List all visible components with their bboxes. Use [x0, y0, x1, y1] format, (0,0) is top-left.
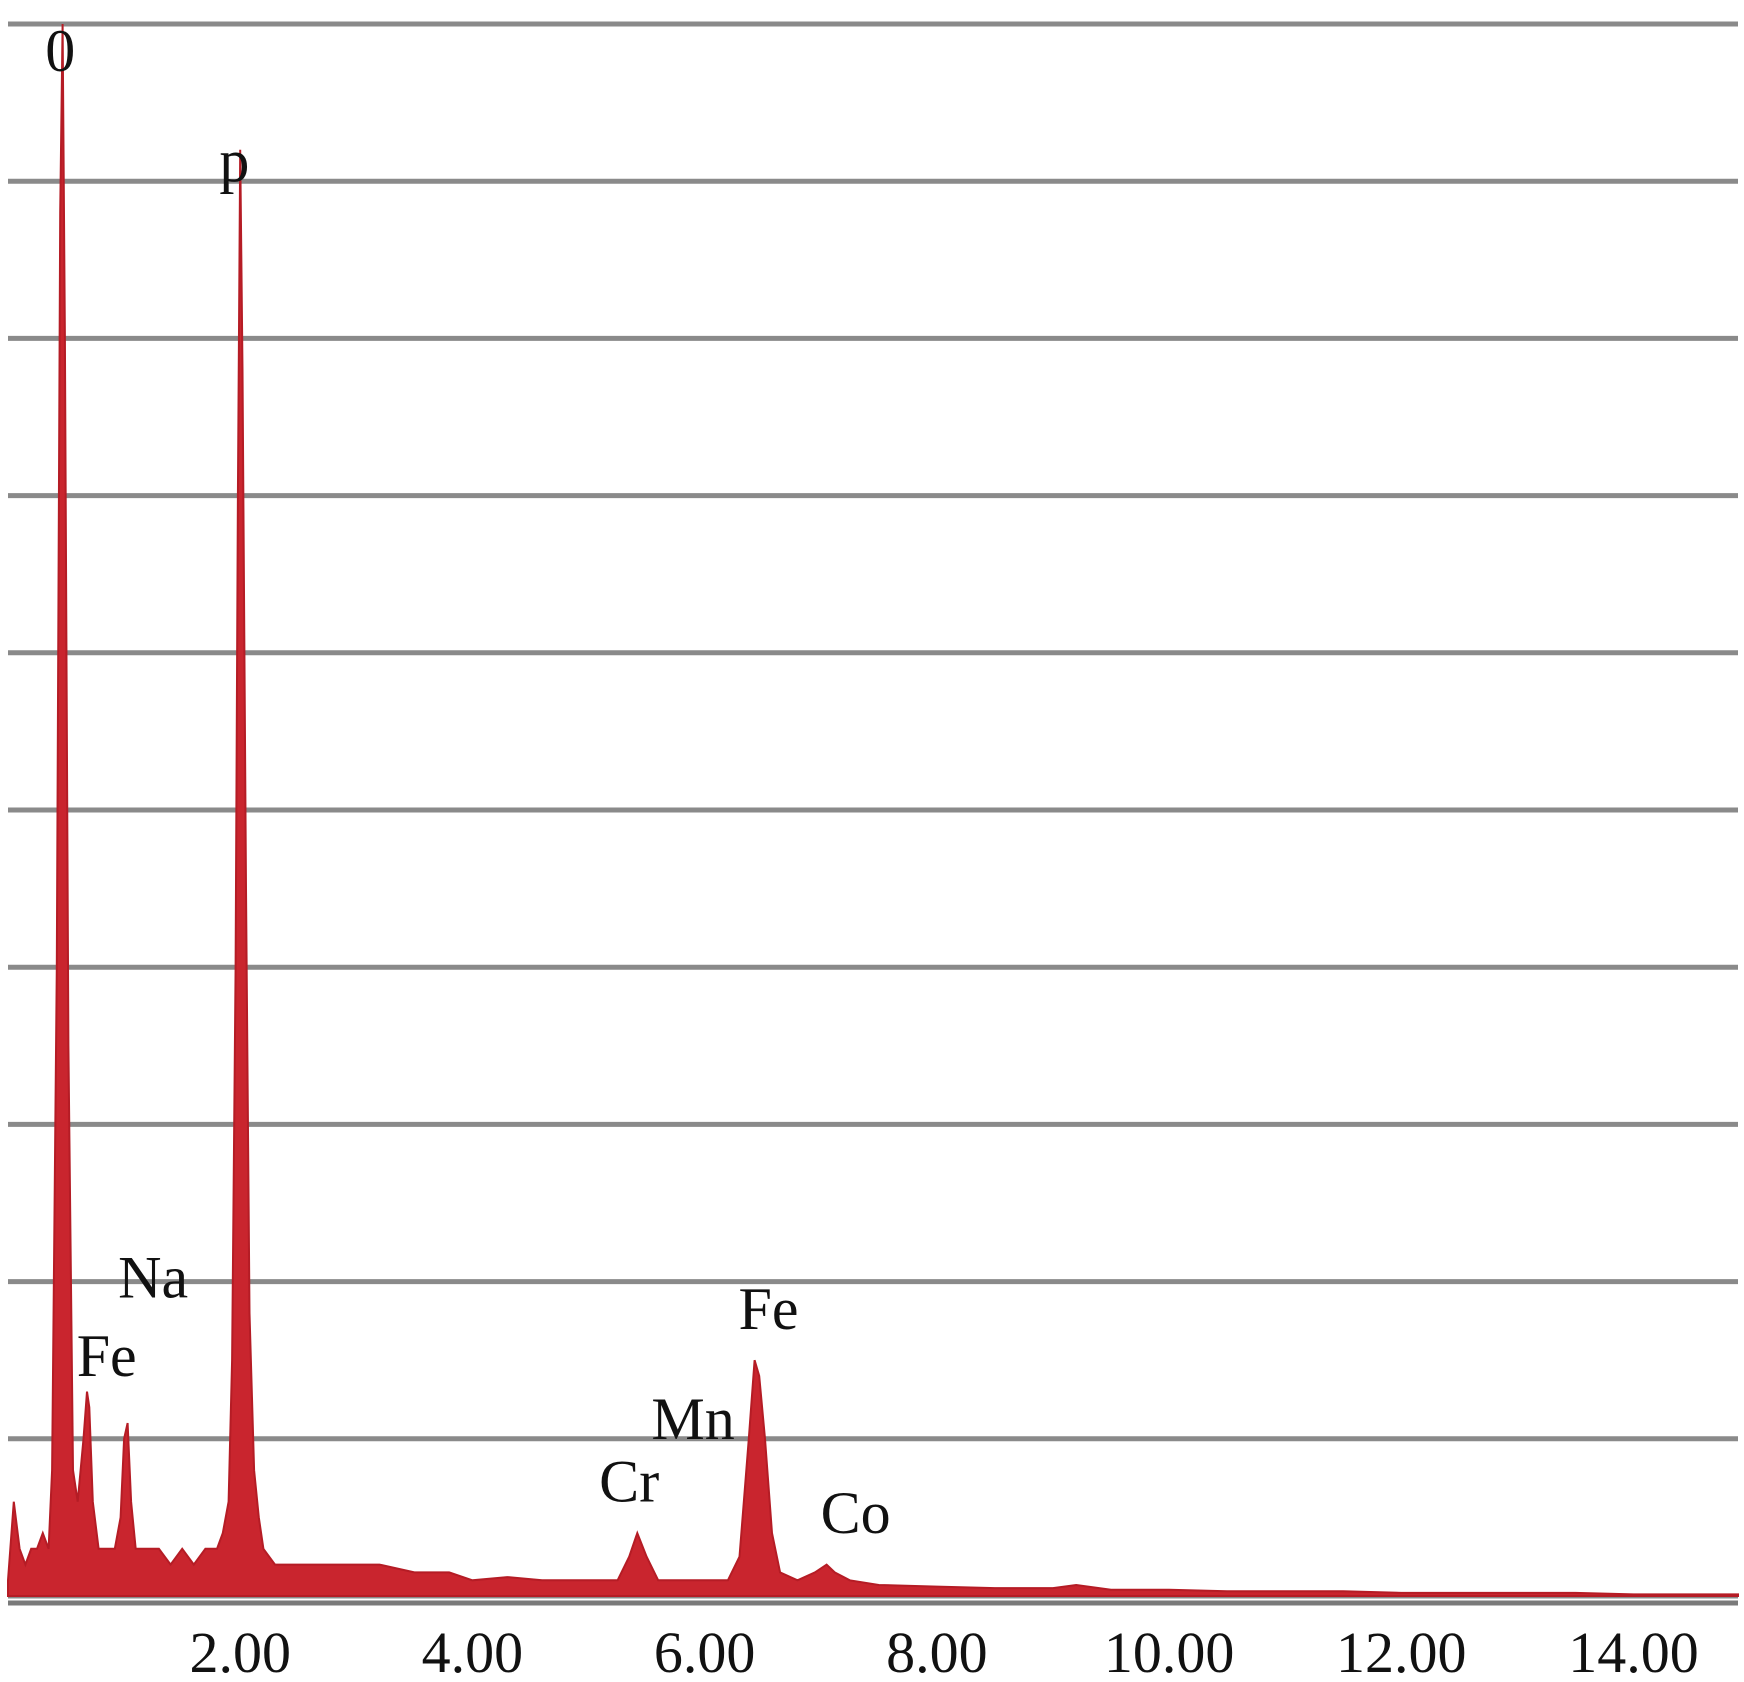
x-tick-label: 4.00 — [422, 1620, 524, 1682]
peak-label: Fe — [739, 1276, 799, 1342]
peak-label: Mn — [651, 1386, 734, 1452]
peak-label: p — [219, 128, 249, 194]
peak-label: Na — [118, 1244, 188, 1310]
x-tick-labels: 2.00 4.00 6.00 8.00 10.00 12.00 14.00 — [189, 1620, 1698, 1682]
spectrum-area-0 — [7, 23, 1739, 1597]
x-tick-label: 12.00 — [1336, 1620, 1467, 1682]
spectrum-series — [7, 23, 1739, 1597]
x-tick-label: 10.00 — [1104, 1620, 1235, 1682]
x-tick-label: 2.00 — [189, 1620, 291, 1682]
x-tick-label: 14.00 — [1568, 1620, 1699, 1682]
peak-label: 0 — [45, 18, 75, 84]
peak-label: Co — [821, 1480, 891, 1546]
x-tick-label: 8.00 — [886, 1620, 988, 1682]
peak-label: Cr — [599, 1449, 659, 1515]
gridlines — [8, 21, 1738, 1599]
peak-label: Fe — [77, 1323, 137, 1389]
x-tick-label: 6.00 — [654, 1620, 756, 1682]
